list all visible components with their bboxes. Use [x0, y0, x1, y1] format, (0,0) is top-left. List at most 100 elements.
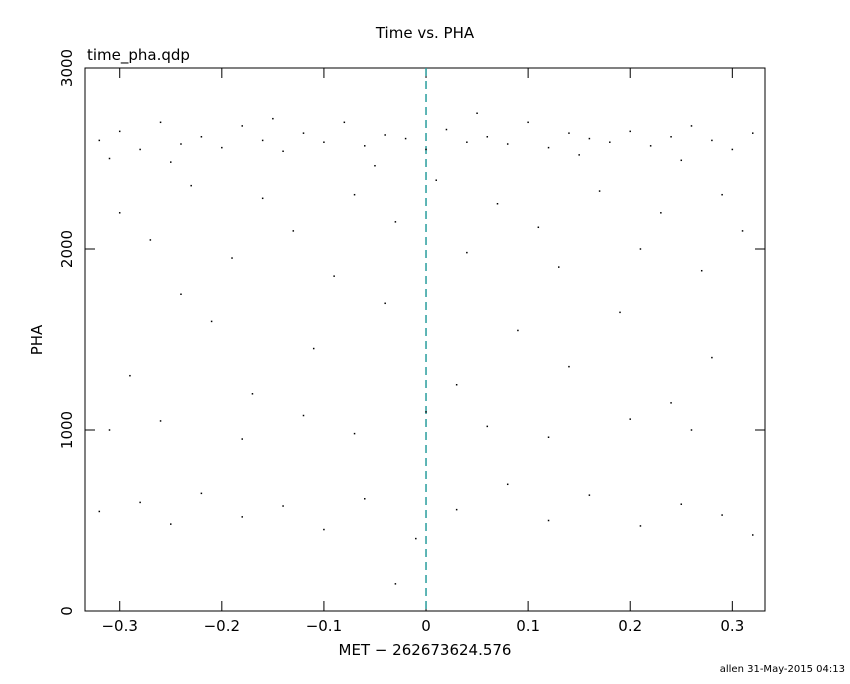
- point: [272, 117, 274, 120]
- point: [639, 248, 642, 250]
- point: [537, 226, 540, 229]
- point: [251, 393, 254, 395]
- point: [670, 402, 672, 404]
- point: [221, 146, 223, 149]
- point: [98, 139, 101, 142]
- point: [751, 534, 754, 536]
- point: [711, 139, 713, 142]
- plot-frame: [84, 67, 766, 612]
- point: [394, 221, 397, 223]
- x-axis-label: MET − 262673624.576: [339, 641, 512, 659]
- point: [700, 269, 703, 272]
- point: [149, 239, 152, 241]
- point: [384, 302, 386, 305]
- point: [506, 483, 509, 486]
- point: [210, 320, 213, 323]
- x-tick-label: −0.3: [101, 617, 137, 635]
- point: [568, 132, 570, 134]
- y-tick-label: 2000: [58, 230, 76, 268]
- point: [404, 137, 407, 140]
- point: [241, 516, 243, 518]
- point: [731, 148, 734, 151]
- point: [190, 184, 192, 187]
- point: [609, 141, 611, 143]
- point: [476, 112, 478, 114]
- point: [558, 266, 560, 268]
- point: [170, 161, 172, 163]
- point: [721, 193, 723, 196]
- x-tick-label: 0: [421, 617, 431, 635]
- point: [118, 212, 121, 214]
- point: [108, 157, 111, 160]
- point: [374, 164, 376, 167]
- point: [466, 141, 468, 143]
- point: [619, 311, 621, 314]
- point: [486, 425, 489, 428]
- chart-title: Time vs. PHA: [375, 24, 475, 42]
- point: [578, 154, 580, 156]
- point: [200, 136, 203, 138]
- point: [496, 203, 499, 205]
- point: [312, 347, 315, 350]
- point: [353, 193, 356, 196]
- point: [639, 525, 642, 527]
- point: [231, 257, 233, 259]
- x-tick-label: −0.2: [204, 617, 240, 635]
- point: [721, 514, 723, 516]
- y-axis-label: PHA: [28, 324, 46, 355]
- point: [292, 230, 295, 232]
- point: [547, 436, 550, 438]
- point: [118, 130, 121, 133]
- point: [690, 125, 693, 127]
- x-tick-label: 0.2: [618, 617, 642, 635]
- point: [241, 125, 243, 127]
- point: [486, 136, 489, 138]
- point: [364, 498, 366, 500]
- point: [241, 438, 243, 440]
- point: [425, 411, 427, 413]
- point: [139, 148, 141, 151]
- point: [353, 432, 356, 435]
- point: [139, 501, 141, 504]
- point: [384, 134, 386, 136]
- point: [425, 148, 427, 151]
- point: [323, 528, 325, 531]
- point: [690, 429, 693, 431]
- point: [506, 143, 509, 145]
- point: [445, 128, 448, 131]
- point: [598, 190, 601, 192]
- point: [629, 418, 631, 420]
- point: [261, 197, 264, 200]
- point: [741, 230, 744, 232]
- point: [517, 329, 519, 332]
- point: [680, 503, 683, 505]
- point: [435, 179, 437, 181]
- point: [415, 537, 417, 540]
- x-tick-label: 0.3: [720, 617, 744, 635]
- point: [547, 519, 550, 522]
- y-tick-label: 1000: [58, 411, 76, 449]
- point: [282, 150, 284, 153]
- point: [660, 212, 662, 214]
- point: [568, 365, 570, 368]
- point: [711, 356, 713, 359]
- point: [333, 275, 335, 277]
- point: [200, 492, 203, 495]
- point: [343, 121, 346, 124]
- point: [98, 510, 101, 513]
- footer: allen 31-May-2015 04:13: [720, 664, 845, 675]
- point: [547, 146, 550, 149]
- point: [261, 139, 264, 142]
- point: [629, 130, 631, 133]
- point: [129, 374, 131, 377]
- point: [649, 145, 652, 147]
- point: [302, 414, 305, 417]
- x-tick-label: −0.1: [306, 617, 342, 635]
- point: [394, 583, 397, 585]
- point: [159, 121, 162, 124]
- point: [455, 508, 458, 511]
- chart-subtitle: time_pha.qdp: [87, 46, 190, 65]
- point: [302, 132, 305, 134]
- point: [180, 143, 182, 145]
